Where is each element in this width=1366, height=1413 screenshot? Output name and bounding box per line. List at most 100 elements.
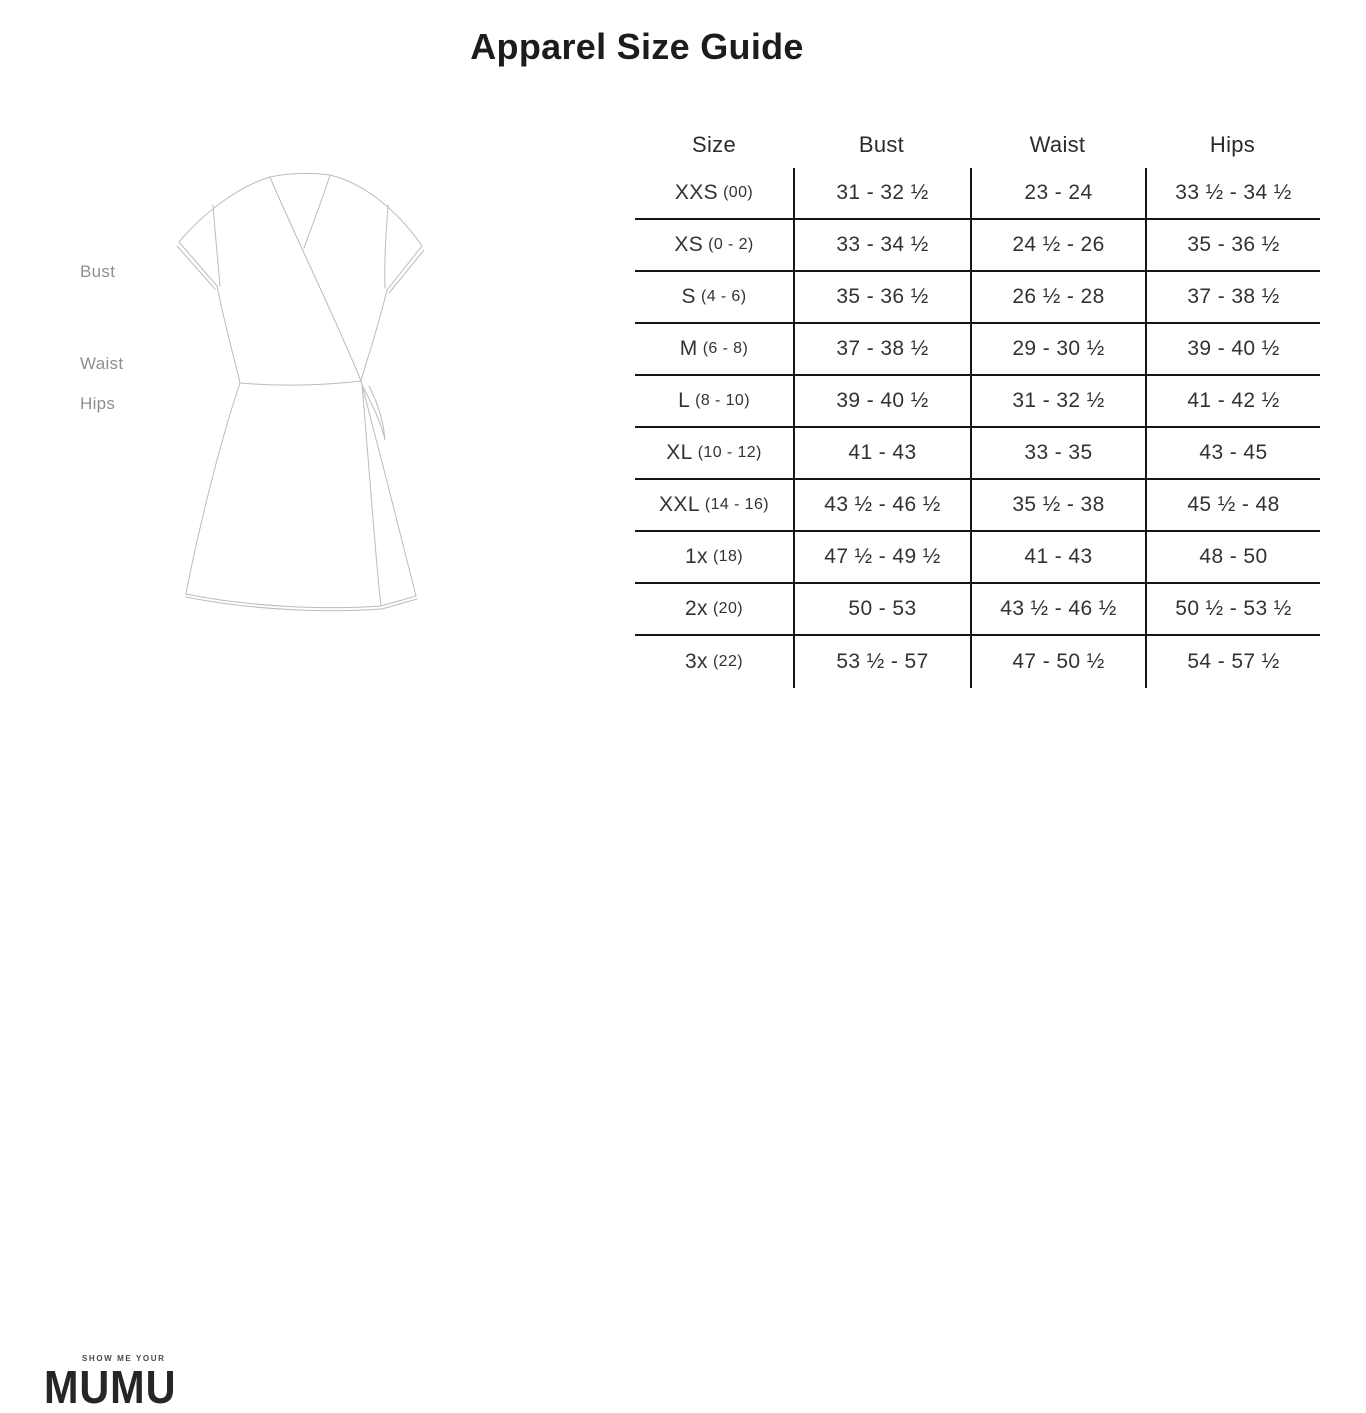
waist-cell: 26 ½ - 28 (970, 272, 1145, 322)
column-header-size: Size (692, 132, 736, 157)
size-range-note: (0 - 2) (708, 236, 754, 253)
table-row: 1x (18) 47 ½ - 49 ½ 41 - 43 48 - 50 (635, 532, 1320, 584)
hips-cell: 39 - 40 ½ (1145, 324, 1320, 374)
size-label: XL (666, 441, 693, 464)
size-cell: 3x (22) (635, 636, 793, 688)
bust-cell: 47 ½ - 49 ½ (793, 532, 970, 582)
table-row: 2x (20) 50 - 53 43 ½ - 46 ½ 50 ½ - 53 ½ (635, 584, 1320, 636)
table-row: XL (10 - 12) 41 - 43 33 - 35 43 - 45 (635, 428, 1320, 480)
bust-cell: 41 - 43 (793, 428, 970, 478)
size-label: 3x (684, 650, 708, 673)
size-guide-page: Apparel Size Guide Bust Waist Hips (0, 0, 1320, 1410)
waist-cell: 47 - 50 ½ (970, 636, 1145, 688)
left-sleeve-hem (176, 241, 218, 290)
flap-hem (380, 595, 418, 610)
size-range-note: (20) (712, 600, 744, 617)
bust-cell: 37 - 38 ½ (793, 324, 970, 374)
hips-cell: 54 - 57 ½ (1145, 636, 1320, 688)
hips-cell: 50 ½ - 53 ½ (1145, 584, 1320, 634)
skirt-hem (185, 593, 382, 612)
waist-cell: 33 - 35 (970, 428, 1145, 478)
size-range-note: (8 - 10) (695, 392, 750, 409)
size-label: XS (674, 233, 704, 256)
bust-cell: 35 - 36 ½ (793, 272, 970, 322)
size-cell: L (8 - 10) (635, 376, 793, 426)
size-cell: 1x (18) (635, 532, 793, 582)
bust-cell: 33 - 34 ½ (793, 220, 970, 270)
table-row: S (4 - 6) 35 - 36 ½ 26 ½ - 28 37 - 38 ½ (635, 272, 1320, 324)
table-row: 3x (22) 53 ½ - 57 47 - 50 ½ 54 - 57 ½ (635, 636, 1320, 688)
column-header-waist: Waist (1029, 132, 1086, 157)
waist-cell: 24 ½ - 26 (970, 220, 1145, 270)
table-row: XXS (00) 31 - 32 ½ 23 - 24 33 ½ - 34 ½ (635, 168, 1320, 220)
column-header-bust: Bust (858, 132, 905, 157)
hips-cell: 33 ½ - 34 ½ (1145, 168, 1320, 218)
neckline-top (269, 172, 331, 178)
size-cell: S (4 - 6) (635, 272, 793, 322)
right-armhole-seam (384, 204, 389, 289)
table-row: XS (0 - 2) 33 - 34 ½ 24 ½ - 26 35 - 36 ½ (635, 220, 1320, 272)
size-label: M (679, 337, 698, 360)
size-label: XXS (674, 181, 719, 204)
size-range-note: (10 - 12) (697, 444, 762, 461)
logo-tagline: SHOW ME YOUR (82, 1354, 166, 1363)
bust-cell: 50 - 53 (793, 584, 970, 634)
waist-seam (239, 380, 362, 386)
hips-cell: 43 - 45 (1145, 428, 1320, 478)
bust-cell: 53 ½ - 57 (793, 636, 970, 688)
size-label: 2x (684, 597, 708, 620)
bust-cell: 39 - 40 ½ (793, 376, 970, 426)
waist-tie (362, 385, 386, 441)
size-range-note: (22) (712, 653, 744, 670)
wrap-over-edge (269, 176, 362, 382)
waist-cell: 31 - 32 ½ (970, 376, 1145, 426)
waist-cell: 41 - 43 (970, 532, 1145, 582)
bust-label: Bust (80, 262, 116, 281)
waist-cell: 43 ½ - 46 ½ (970, 584, 1145, 634)
hips-cell: 41 - 42 ½ (1145, 376, 1320, 426)
skirt-left-edge (185, 382, 241, 595)
size-label: 1x (684, 545, 708, 568)
size-range-note: (00) (723, 184, 754, 201)
bust-cell: 43 ½ - 46 ½ (793, 480, 970, 530)
size-table-header: Size Bust Waist Hips (635, 122, 1320, 168)
skirt-right-edge (360, 380, 417, 597)
skirt-flap-edge (361, 383, 382, 607)
size-range-note: (14 - 16) (704, 496, 769, 513)
brand-logo: SHOW ME YOUR MUMU (0, 670, 260, 1410)
left-armhole-seam (212, 204, 221, 287)
size-range-note: (18) (712, 548, 744, 565)
size-cell: M (6 - 8) (635, 324, 793, 374)
hips-label: Hips (80, 394, 116, 413)
waist-cell: 35 ½ - 38 (970, 480, 1145, 530)
waist-cell: 23 - 24 (970, 168, 1145, 218)
table-row: L (8 - 10) 39 - 40 ½ 31 - 32 ½ 41 - 42 ½ (635, 376, 1320, 428)
waist-cell: 29 - 30 ½ (970, 324, 1145, 374)
logo-brand: MUMU (44, 1361, 177, 1413)
table-row: M (6 - 8) 37 - 38 ½ 29 - 30 ½ 39 - 40 ½ (635, 324, 1320, 376)
wrap-under-edge (303, 174, 331, 249)
right-sleeve-hem (386, 245, 425, 294)
wrap-dress-illustration (176, 172, 425, 612)
left-side-seam (216, 285, 241, 384)
right-shoulder (329, 174, 423, 247)
size-label: L (678, 389, 691, 412)
hips-cell: 35 - 36 ½ (1145, 220, 1320, 270)
waist-label: Waist (80, 354, 124, 373)
column-header-hips: Hips (1209, 132, 1256, 157)
size-label: S (681, 285, 696, 308)
size-range-note: (6 - 8) (702, 340, 749, 357)
bust-cell: 31 - 32 ½ (793, 168, 970, 218)
size-cell: XL (10 - 12) (635, 428, 793, 478)
size-cell: 2x (20) (635, 584, 793, 634)
left-shoulder (178, 176, 271, 243)
size-table-body: XXS (00) 31 - 32 ½ 23 - 24 33 ½ - 34 ½ XS (0 -… (635, 168, 1320, 688)
page-title: Apparel Size Guide (470, 26, 804, 67)
size-table: Size Bust Waist Hips XXS (00) 31 - 32 ½ 23 … (635, 122, 1320, 688)
size-cell: XXL (14 - 16) (635, 480, 793, 530)
size-cell: XXS (00) (635, 168, 793, 218)
dress-figure: Bust Waist Hips (0, 0, 520, 768)
size-cell: XS (0 - 2) (635, 220, 793, 270)
size-label: XXL (659, 493, 700, 516)
hips-cell: 37 - 38 ½ (1145, 272, 1320, 322)
